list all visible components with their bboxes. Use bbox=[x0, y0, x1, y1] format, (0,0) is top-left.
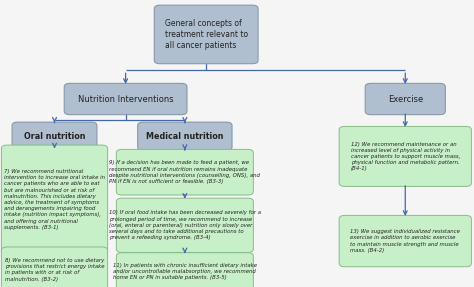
Text: Nutrition Interventions: Nutrition Interventions bbox=[78, 94, 173, 104]
FancyBboxPatch shape bbox=[339, 215, 471, 267]
FancyBboxPatch shape bbox=[1, 247, 108, 287]
FancyBboxPatch shape bbox=[137, 122, 232, 150]
FancyBboxPatch shape bbox=[365, 83, 445, 115]
FancyBboxPatch shape bbox=[117, 149, 253, 195]
FancyBboxPatch shape bbox=[339, 126, 471, 187]
FancyBboxPatch shape bbox=[117, 198, 253, 253]
Text: 13) We suggest individualized resistance
exercise in addition to aerobic exercis: 13) We suggest individualized resistance… bbox=[350, 229, 460, 253]
Text: 8) We recommend not to use dietary
provisions that restrict energy intake
in pat: 8) We recommend not to use dietary provi… bbox=[5, 258, 104, 282]
FancyBboxPatch shape bbox=[117, 253, 253, 287]
FancyBboxPatch shape bbox=[64, 83, 187, 115]
FancyBboxPatch shape bbox=[1, 145, 108, 254]
Text: Oral nutrition: Oral nutrition bbox=[24, 132, 85, 141]
Text: 11) In patients with chronic insufficient dietary intake
and/or uncontrollable m: 11) In patients with chronic insufficien… bbox=[113, 263, 257, 280]
Text: Medical nutrition: Medical nutrition bbox=[146, 132, 224, 141]
FancyBboxPatch shape bbox=[155, 5, 258, 64]
Text: 12) We recommend maintenance or an
increased level of physical activity in
cance: 12) We recommend maintenance or an incre… bbox=[351, 141, 460, 171]
FancyBboxPatch shape bbox=[12, 122, 97, 150]
Text: General concepts of
treatment relevant to
all cancer patients: General concepts of treatment relevant t… bbox=[164, 19, 248, 50]
Text: 10) If oral food intake has been decreased severely for a
prolonged period of ti: 10) If oral food intake has been decreas… bbox=[109, 210, 261, 240]
Text: Exercise: Exercise bbox=[388, 94, 423, 104]
Text: 7) We recommend nutritional
intervention to increase oral intake in
cancer patie: 7) We recommend nutritional intervention… bbox=[4, 169, 105, 230]
Text: 9) If a decision has been made to feed a patient, we
recommend EN if oral nutrit: 9) If a decision has been made to feed a… bbox=[109, 160, 260, 184]
